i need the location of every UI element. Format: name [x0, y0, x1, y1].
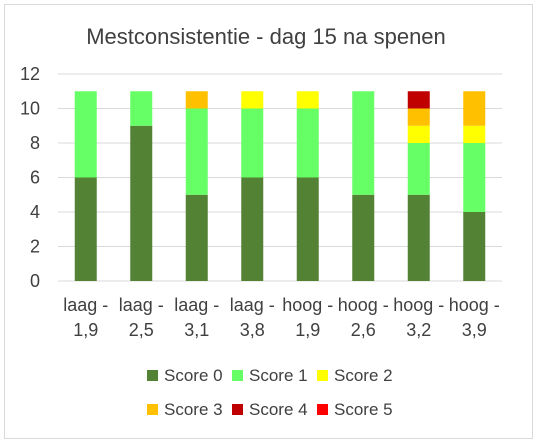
x-category-label: 3,8 [240, 320, 265, 340]
x-category-label: 1,9 [295, 320, 320, 340]
legend-swatch [232, 370, 243, 381]
bar-segment-score-2 [463, 125, 486, 143]
y-tick-label: 12 [20, 64, 40, 84]
x-category-label: hoog - [282, 295, 333, 315]
bar-segment-score-3 [185, 91, 208, 109]
x-axis-labels: laag - 1,9 laag - 2,5 laag - 3,1 laag - 3,8 hoog… [63, 295, 500, 340]
legend-label: Score 5 [334, 400, 393, 419]
bar-segment-score-0 [241, 177, 264, 281]
x-category-label: 3,1 [184, 320, 209, 340]
bar-segment-score-1 [185, 108, 208, 195]
x-category-label: 3,2 [406, 320, 431, 340]
legend-label: Score 4 [249, 400, 308, 419]
bar-segment-score-0 [74, 177, 97, 281]
x-category-label: laag - [119, 295, 164, 315]
x-category-label: hoog - [449, 295, 500, 315]
x-category-label: laag - [174, 295, 219, 315]
legend-label: Score 3 [164, 400, 223, 419]
bar-segment-score-2 [407, 125, 430, 143]
bar-segment-score-1 [296, 108, 319, 178]
legend-swatch [232, 404, 243, 415]
bar-segment-score-1 [130, 91, 153, 126]
bar-segment-score-1 [352, 91, 375, 195]
bar-segment-score-0 [352, 194, 375, 281]
x-category-label: 1,9 [73, 320, 98, 340]
legend-label: Score 2 [334, 366, 393, 385]
bar-segment-score-0 [130, 125, 153, 281]
bar-segment-score-1 [74, 91, 97, 178]
bar-segment-score-1 [407, 143, 430, 195]
y-tick-label: 6 [30, 168, 40, 188]
bar-segment-score-2 [241, 91, 264, 109]
x-category-label: 2,5 [129, 320, 154, 340]
bars [74, 91, 486, 281]
bar-segment-score-3 [407, 108, 430, 126]
y-axis-ticks: 0 2 4 6 8 10 12 [20, 64, 40, 291]
bar-segment-score-4 [407, 91, 430, 109]
y-tick-label: 0 [30, 271, 40, 291]
bar-segment-score-1 [241, 108, 264, 178]
bar-segment-score-3 [463, 91, 486, 126]
legend-swatch [317, 404, 328, 415]
gridlines [58, 73, 502, 282]
x-category-label: 3,9 [462, 320, 487, 340]
y-tick-label: 10 [20, 99, 40, 119]
legend-label: Score 1 [249, 366, 308, 385]
bar-segment-score-2 [296, 91, 319, 109]
x-category-label: hoog - [393, 295, 444, 315]
y-tick-label: 4 [30, 202, 40, 222]
y-tick-label: 2 [30, 237, 40, 257]
x-category-label: hoog - [338, 295, 389, 315]
legend-swatch [147, 404, 158, 415]
bar-segment-score-0 [407, 194, 430, 281]
legend-label: Score 0 [164, 366, 223, 385]
legend-swatch [147, 370, 158, 381]
bar-segment-score-0 [185, 194, 208, 281]
bar-segment-score-0 [463, 212, 486, 281]
legend-swatch [317, 370, 328, 381]
legend: Score 0 Score 1 Score 2 Score 3 Score 4 Score… [147, 366, 393, 419]
chart-title: Mestconsistentie - dag 15 na spenen [86, 24, 446, 49]
x-category-label: 2,6 [351, 320, 376, 340]
y-tick-label: 8 [30, 133, 40, 153]
bar-segment-score-1 [463, 143, 486, 212]
x-category-label: laag - [230, 295, 275, 315]
x-category-label: laag - [63, 295, 108, 315]
bar-segment-score-0 [296, 177, 319, 281]
